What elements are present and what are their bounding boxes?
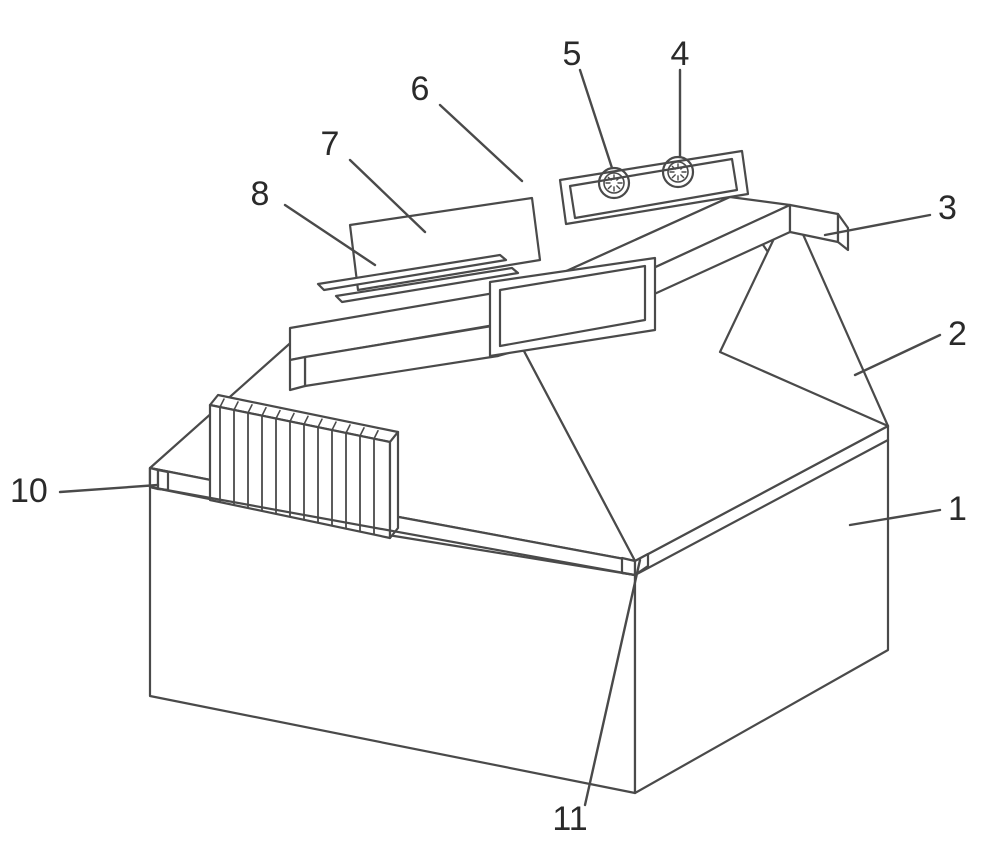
left-recess-wall-left — [290, 357, 305, 390]
corrugation-right-face — [390, 432, 398, 538]
notch-left-front — [158, 470, 168, 490]
callout-label-4: 4 — [671, 35, 690, 73]
leader-l2 — [855, 335, 940, 375]
leader-l10 — [60, 485, 158, 492]
leader-l5 — [580, 70, 612, 168]
callout-label-2: 2 — [948, 315, 967, 353]
callout-label-5: 5 — [563, 35, 582, 73]
callout-label-6: 6 — [411, 70, 430, 108]
callout-label-3: 3 — [938, 189, 957, 227]
callout-label-8: 8 — [251, 175, 270, 213]
callout-label-1: 1 — [948, 490, 967, 528]
callout-label-10: 10 — [10, 472, 48, 510]
callout-label-7: 7 — [321, 125, 340, 163]
leader-l6 — [440, 105, 522, 181]
technical-drawing: 1 2 3 4 5 6 7 8 10 11 — [0, 0, 1000, 857]
callout-label-11: 11 — [552, 800, 587, 838]
